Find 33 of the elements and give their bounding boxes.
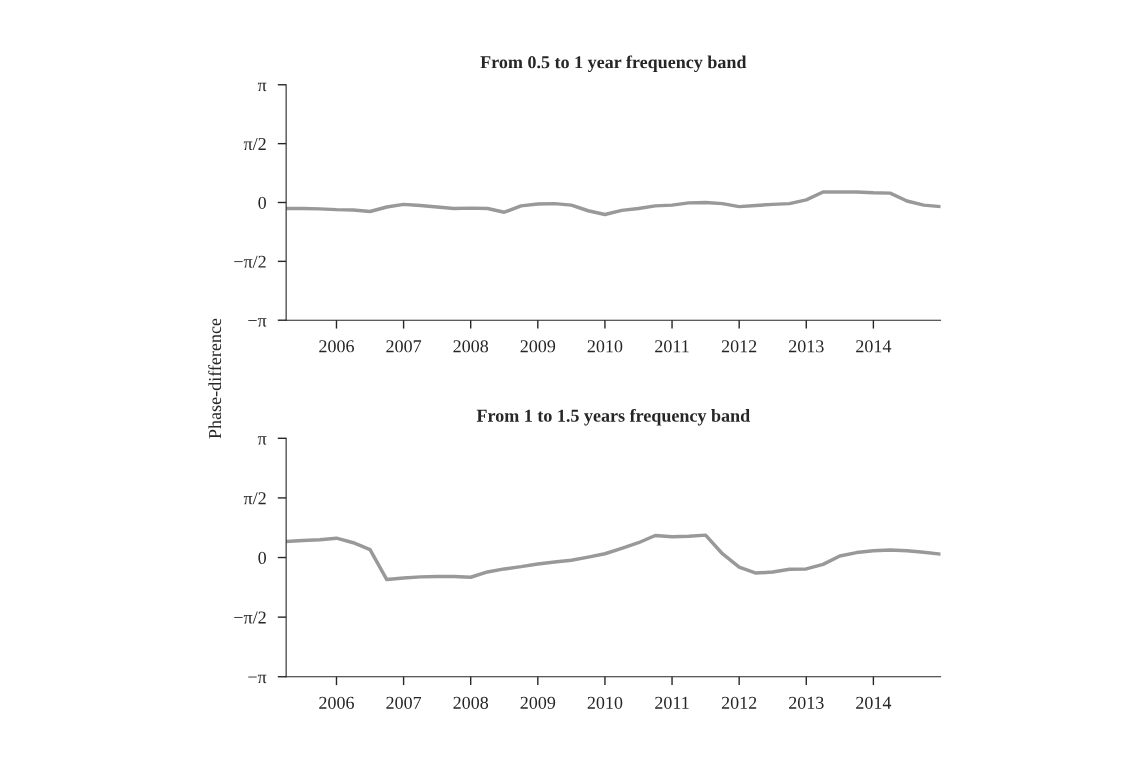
x-tick-label: 2011 <box>655 340 689 353</box>
chart-title: From 0.5 to 1 year frequency band <box>480 55 747 73</box>
y-tick-label: −π <box>248 674 267 684</box>
x-tick-label: 2009 <box>520 340 556 353</box>
x-tick-label: 2007 <box>386 696 422 709</box>
x-tick-label: 2006 <box>319 696 354 709</box>
y-tick-label: −π/2 <box>234 255 266 268</box>
y-tick-label: −π/2 <box>234 611 266 624</box>
x-tick-label: 2009 <box>520 696 556 709</box>
x-tick-label: 2013 <box>789 340 824 353</box>
x-tick-label: 2010 <box>587 696 623 709</box>
y-tick-label: 0 <box>258 196 267 209</box>
y-tick-label: 0 <box>258 551 267 564</box>
x-tick-label: 2012 <box>721 340 757 353</box>
x-tick-label: 2007 <box>386 340 422 353</box>
x-tick-label: 2013 <box>789 696 824 709</box>
y-tick-label: π <box>257 82 267 92</box>
y-tick-label: π/2 <box>243 492 266 505</box>
x-tick-label: 2014 <box>856 696 892 709</box>
x-tick-label: 2008 <box>453 340 489 353</box>
y-tick-label: π/2 <box>243 137 266 151</box>
chart-title: From 1 to 1.5 years frequency band <box>476 408 750 426</box>
y-axis-title: Phase-difference <box>208 318 222 439</box>
x-tick-label: 2011 <box>655 696 689 709</box>
x-tick-label: 2012 <box>721 696 757 709</box>
x-tick-label: 2010 <box>587 340 623 353</box>
x-tick-label: 2006 <box>319 340 354 353</box>
line-series <box>286 533 941 582</box>
y-tick-label: π <box>257 436 267 445</box>
line-series <box>286 190 941 217</box>
x-tick-label: 2008 <box>453 696 489 709</box>
x-tick-label: 2014 <box>856 340 892 353</box>
y-tick-label: −π <box>248 318 267 327</box>
